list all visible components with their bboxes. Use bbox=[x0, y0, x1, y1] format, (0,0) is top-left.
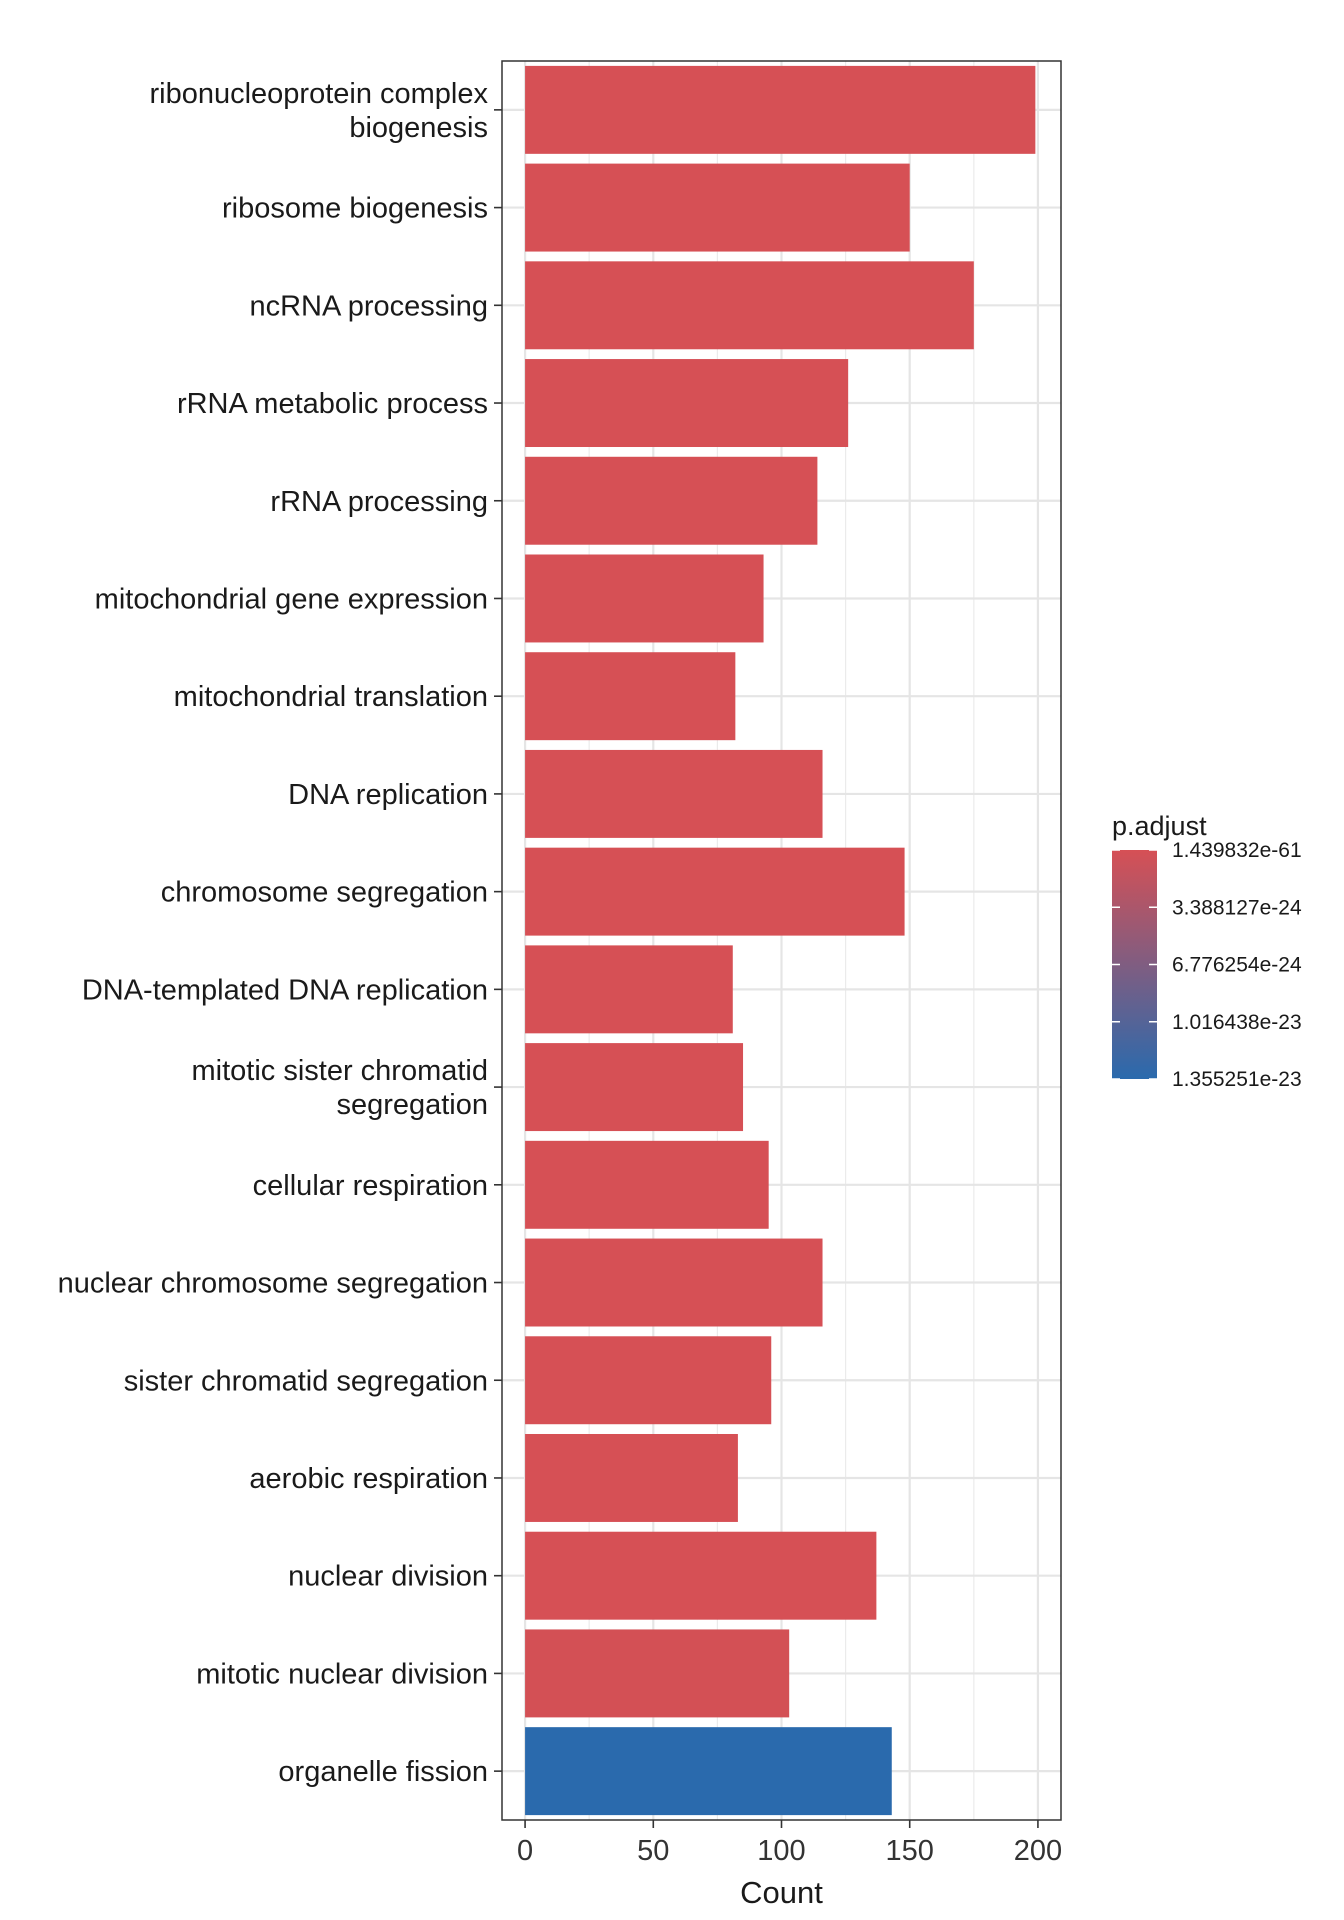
y-tick-label: ncRNA processing bbox=[249, 290, 488, 322]
x-tick-label: 100 bbox=[757, 1835, 805, 1867]
y-tick-label: cellular respiration bbox=[253, 1170, 488, 1202]
bar bbox=[525, 1140, 769, 1229]
y-tick-label: mitotic sister chromatid segregation bbox=[191, 1055, 488, 1121]
y-tick-label: rRNA metabolic process bbox=[177, 388, 488, 420]
y-tick-label: ribonucleoprotein complex biogenesis bbox=[149, 78, 488, 144]
x-tick-label: 0 bbox=[517, 1835, 533, 1867]
bar bbox=[525, 554, 764, 643]
bar bbox=[525, 163, 910, 252]
y-tick-label: organelle fission bbox=[278, 1756, 488, 1788]
x-axis-title: Count bbox=[740, 1875, 823, 1910]
y-tick-label: chromosome segregation bbox=[161, 877, 488, 909]
legend-label: 6.776254e-24 bbox=[1172, 954, 1302, 977]
y-tick-label: mitochondrial translation bbox=[174, 681, 488, 713]
x-tick-label: 150 bbox=[886, 1835, 934, 1867]
y-tick-label: DNA replication bbox=[288, 779, 488, 811]
bar bbox=[525, 847, 905, 936]
legend-title: p.adjust bbox=[1112, 811, 1207, 841]
legend: p.adjust 1.439832e-61 3.388127e-24 6.77625… bbox=[1112, 811, 1302, 1091]
bar bbox=[525, 1043, 744, 1132]
bar bbox=[525, 652, 736, 741]
y-tick-label: nuclear chromosome segregation bbox=[58, 1268, 488, 1300]
bar bbox=[525, 749, 823, 838]
bar bbox=[525, 261, 974, 350]
x-tick-label: 200 bbox=[1014, 1835, 1062, 1867]
y-tick-label: aerobic respiration bbox=[249, 1463, 488, 1495]
bar bbox=[525, 1238, 823, 1327]
bar bbox=[525, 1531, 877, 1620]
y-tick-label: ribosome biogenesis bbox=[222, 193, 488, 225]
legend-label: 1.439832e-61 bbox=[1172, 839, 1302, 862]
legend-label: 3.388127e-24 bbox=[1172, 896, 1302, 919]
bar bbox=[525, 456, 818, 545]
legend-label: 1.355251e-23 bbox=[1172, 1068, 1302, 1091]
bars bbox=[525, 65, 1036, 1816]
y-tick-label: mitotic nuclear division bbox=[196, 1658, 488, 1690]
legend-label: 1.016438e-23 bbox=[1172, 1011, 1302, 1034]
x-axis: 0 50 100 150 200 bbox=[517, 1820, 1062, 1867]
bar bbox=[525, 1336, 772, 1425]
y-tick-label: DNA-templated DNA replication bbox=[82, 974, 488, 1006]
y-axis: ribonucleoprotein complex biogenesis ribos… bbox=[58, 78, 502, 1788]
y-tick-label: sister chromatid segregation bbox=[124, 1365, 488, 1397]
y-tick-label: rRNA processing bbox=[270, 486, 488, 518]
legend-ticks: 1.439832e-61 3.388127e-24 6.776254e-24 1.01… bbox=[1112, 839, 1302, 1091]
y-tick-label: mitochondrial gene expression bbox=[95, 583, 488, 615]
bar bbox=[525, 1727, 892, 1816]
bar bbox=[525, 65, 1036, 154]
x-tick-label: 50 bbox=[637, 1835, 669, 1867]
bar bbox=[525, 945, 733, 1034]
bar bbox=[525, 1433, 738, 1522]
bar bbox=[525, 359, 849, 448]
y-tick-label: nuclear division bbox=[288, 1561, 488, 1593]
bar bbox=[525, 1629, 790, 1718]
